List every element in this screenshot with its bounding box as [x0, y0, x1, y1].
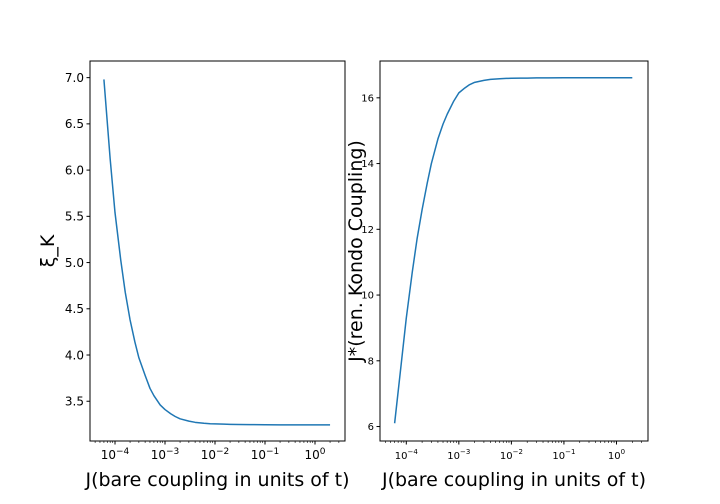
x-tick-label-exponent: −4 — [116, 447, 130, 457]
y-tick-label: 5.0 — [65, 256, 84, 270]
x-tick-label: 100 — [304, 447, 325, 462]
y-axis-label: J*(ren. Kondo Coupling) — [345, 140, 367, 363]
y-tick-label: 8 — [368, 356, 374, 367]
y-tick-label: 4.5 — [65, 302, 84, 316]
x-tick-label-base: 10 — [201, 448, 216, 462]
y-tick-label: 6.5 — [65, 117, 84, 131]
y-tick-label: 10 — [361, 291, 374, 302]
x-tick-label-exponent: 0 — [621, 448, 625, 456]
x-tick-label-base: 10 — [447, 451, 460, 462]
y-tick-label: 3.5 — [65, 395, 84, 409]
x-axis-label: J(bare coupling in units of t) — [84, 469, 349, 491]
x-tick-label-base: 10 — [608, 451, 621, 462]
x-tick-label-base: 10 — [500, 451, 513, 462]
x-tick-label-exponent: −4 — [407, 448, 418, 456]
x-tick-label: 100 — [608, 448, 625, 462]
axes-frame — [89, 60, 346, 442]
x-tick-label-exponent: −3 — [460, 448, 470, 456]
data-line-series — [103, 79, 331, 426]
left-plot-panel: 10−4 10−3 10−2 10−1 1003.54.04.55.05.56.06.5… — [37, 60, 350, 491]
x-tick-label: 10−3 — [447, 448, 470, 462]
y-tick-label: 7.0 — [65, 71, 84, 85]
y-tick-label: 5.5 — [65, 210, 84, 224]
x-tick-label-exponent: −1 — [266, 447, 279, 457]
x-tick-label: 10−4 — [101, 447, 130, 462]
y-tick-label: 6 — [368, 422, 374, 433]
x-tick-label-base: 10 — [251, 448, 266, 462]
x-tick-label-base: 10 — [552, 451, 565, 462]
x-tick-label-exponent: −3 — [166, 447, 179, 457]
y-tick-label: 6.0 — [65, 163, 84, 177]
axes-frame — [379, 60, 649, 442]
data-line-series — [393, 77, 633, 424]
x-axis-label: J(bare coupling in units of t) — [381, 469, 646, 491]
x-tick-label: 10−1 — [552, 448, 575, 462]
x-tick-label-exponent: −1 — [565, 448, 575, 456]
x-tick-label: 10−2 — [201, 447, 230, 462]
y-axis-label: ξ_K — [37, 234, 59, 267]
x-tick-label-base: 10 — [151, 448, 166, 462]
x-tick-label: 10−2 — [500, 448, 523, 462]
x-tick-label-base: 10 — [395, 451, 408, 462]
y-tick-label: 16 — [361, 93, 374, 104]
y-tick-label: 14 — [361, 159, 374, 170]
x-tick-label-exponent: 0 — [320, 447, 326, 457]
x-tick-label-base: 10 — [304, 448, 319, 462]
x-tick-label: 10−3 — [151, 447, 180, 462]
x-tick-label-exponent: −2 — [513, 448, 523, 456]
x-tick-label: 10−1 — [251, 447, 280, 462]
x-tick-label-base: 10 — [101, 448, 116, 462]
x-tick-label: 10−4 — [395, 448, 419, 462]
y-tick-label: 4.0 — [65, 348, 84, 362]
y-tick-label: 12 — [361, 225, 374, 236]
x-tick-label-exponent: −2 — [216, 447, 229, 457]
